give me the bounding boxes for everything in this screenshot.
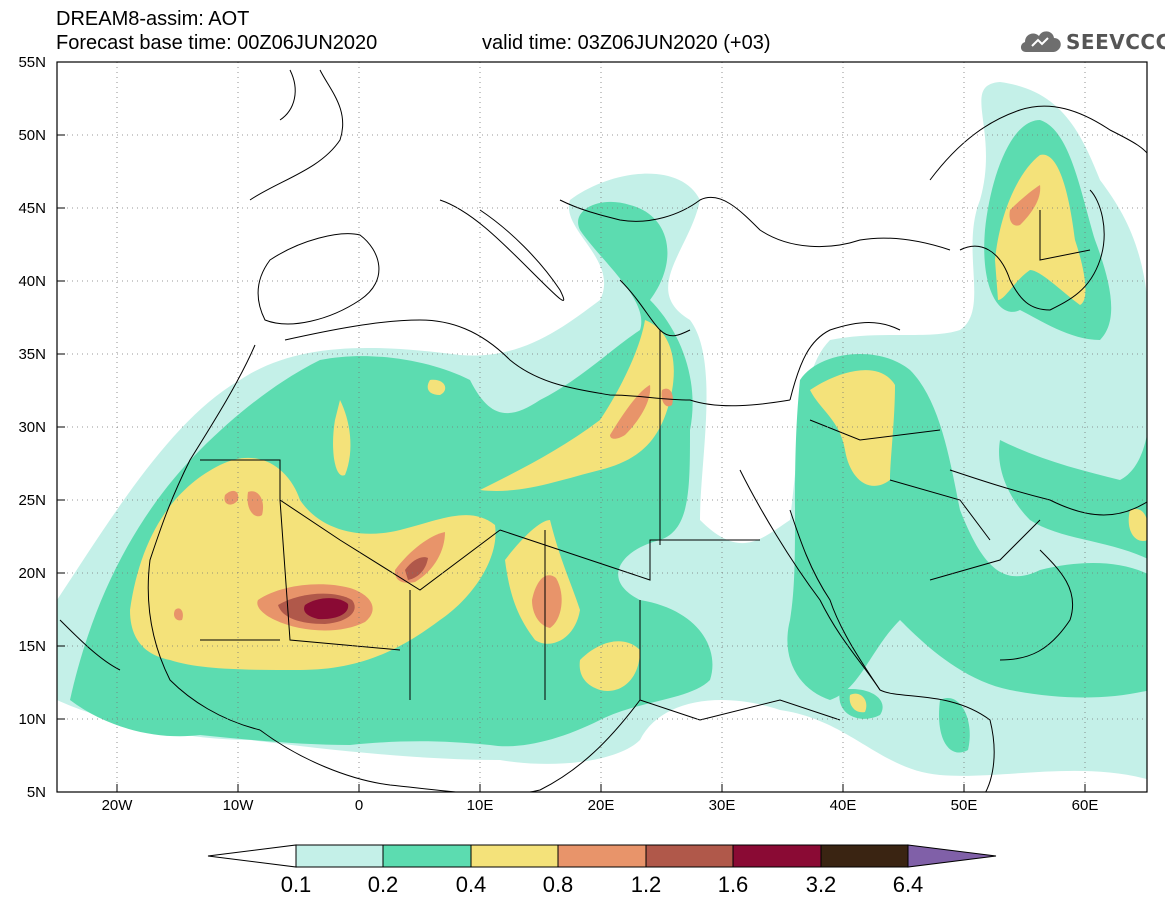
lon-label: 30E bbox=[708, 797, 736, 814]
lat-label: 10N bbox=[18, 711, 46, 728]
colorbar-label: 1.6 bbox=[717, 872, 749, 897]
colorbar-under-arrow bbox=[207, 844, 297, 868]
lon-label: 0 bbox=[354, 797, 364, 814]
colorbar-over-arrow bbox=[907, 844, 997, 868]
colorbar-bin-7 bbox=[820, 844, 909, 868]
lon-label: 40E bbox=[829, 797, 857, 814]
graticule bbox=[57, 62, 1147, 792]
forecast-base-time: Forecast base time: 00Z06JUN2020 bbox=[56, 32, 378, 54]
lat-label: 35N bbox=[18, 346, 46, 363]
colorbar-bin-6 bbox=[732, 844, 822, 868]
lat-label: 20N bbox=[18, 565, 46, 582]
lat-label: 25N bbox=[18, 492, 46, 509]
logo: SEEVCCC bbox=[1018, 24, 1165, 58]
colorbar-label: 0.4 bbox=[455, 872, 487, 897]
lat-label: 5N bbox=[26, 784, 46, 801]
colorbar bbox=[207, 844, 997, 868]
colorbar-label: 0.8 bbox=[542, 872, 574, 897]
lon-label: 20W bbox=[101, 797, 133, 814]
lat-label: 40N bbox=[18, 273, 46, 290]
lon-label: 50E bbox=[950, 797, 978, 814]
axis-ticks bbox=[57, 134, 1086, 792]
colorbar-bin-3 bbox=[470, 844, 559, 868]
coastlines bbox=[59, 69, 1147, 792]
colorbar-bin-5 bbox=[645, 844, 734, 868]
lon-label: 10E bbox=[466, 797, 494, 814]
colorbar-label: 0.1 bbox=[280, 872, 312, 897]
colorbar-bin-2 bbox=[382, 844, 472, 868]
lat-label: 55N bbox=[18, 54, 46, 71]
lon-label: 60E bbox=[1071, 797, 1099, 814]
colorbar-label: 6.4 bbox=[892, 872, 924, 897]
colorbar-bin-4 bbox=[557, 844, 647, 868]
colorbar-bin-1 bbox=[295, 844, 384, 868]
colorbar-label: 1.2 bbox=[630, 872, 662, 897]
aot-field bbox=[57, 69, 1147, 792]
lat-label: 50N bbox=[18, 127, 46, 144]
lat-label: 30N bbox=[18, 419, 46, 436]
lat-label: 45N bbox=[18, 200, 46, 217]
valid-time: valid time: 03Z06JUN2020 (+03) bbox=[482, 32, 771, 54]
cloud-logo-icon bbox=[1020, 31, 1061, 52]
lon-label: 10W bbox=[222, 797, 254, 814]
colorbar-label: 0.2 bbox=[367, 872, 399, 897]
map-title: DREAM8-assim: AOT bbox=[56, 8, 250, 30]
logo-text: SEEVCCC bbox=[1066, 30, 1165, 54]
colorbar-label: 3.2 bbox=[805, 872, 837, 897]
lon-label: 20E bbox=[587, 797, 615, 814]
lat-label: 15N bbox=[18, 638, 46, 655]
